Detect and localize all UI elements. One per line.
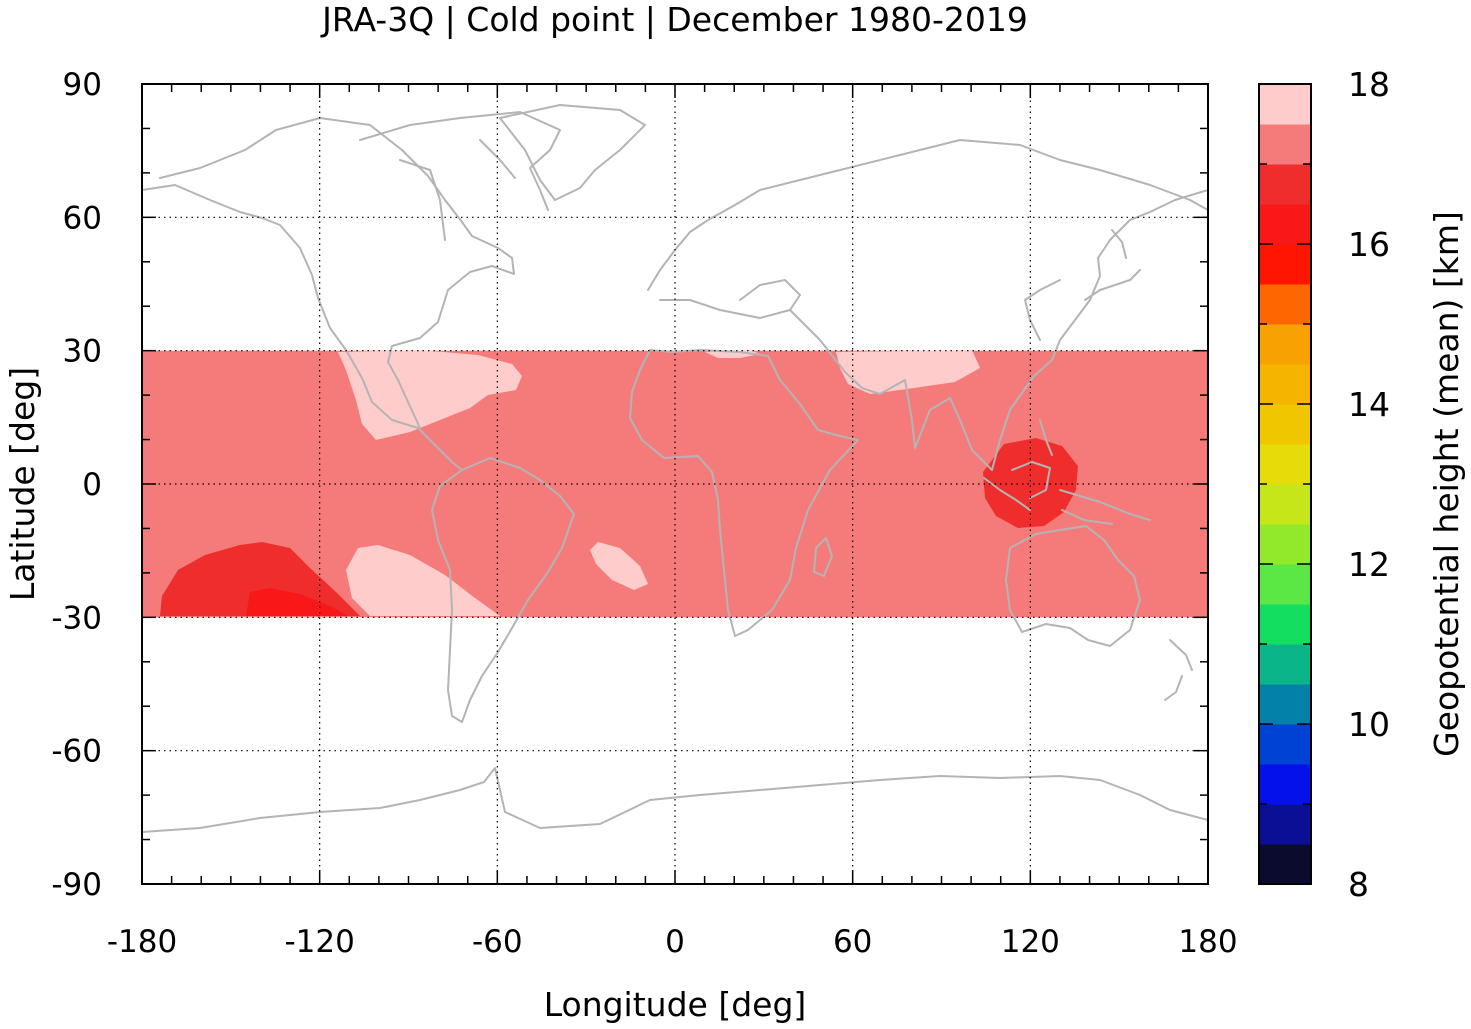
y-tick-labels: 90 60 30 0 -30 -60 -90: [51, 67, 102, 903]
coast-asia: [789, 189, 1208, 471]
x-tick-label: -60: [472, 924, 523, 960]
coast-north-america: [142, 117, 515, 471]
y-tick-label: 90: [63, 67, 102, 103]
region-south-atlantic: [590, 542, 648, 590]
colorbar-swatch: [1259, 604, 1311, 645]
colorbar-swatch: [1259, 324, 1311, 365]
region-south-pacific-east: [346, 545, 500, 616]
gridlines: [142, 84, 1208, 884]
y-tick-label: -60: [51, 734, 102, 770]
x-tick-label: 120: [1001, 924, 1060, 960]
axis-ticks: [141, 83, 1209, 885]
colorbar-swatch: [1259, 364, 1311, 405]
x-tick-label: 60: [833, 924, 872, 960]
coast-new-zealand: [1164, 639, 1193, 701]
region-south-pacific-west-core: [246, 588, 348, 616]
chart-title: JRA-3Q | Cold point | December 1980-2019: [320, 0, 1028, 39]
x-tick-label: 0: [665, 924, 685, 960]
coast-madagascar: [813, 537, 833, 577]
colorbar-swatch: [1259, 244, 1311, 285]
colorbar-tick-label: 14: [1348, 385, 1390, 424]
colorbar-swatch: [1259, 444, 1311, 485]
colorbar-swatch: [1259, 524, 1311, 565]
colorbar-swatch: [1259, 484, 1311, 525]
colorbar-swatch: [1259, 564, 1311, 605]
x-tick-label: 180: [1178, 924, 1237, 960]
y-tick-label: -90: [51, 867, 102, 903]
coast-australia: [1005, 525, 1141, 647]
colorbar-swatch: [1259, 684, 1311, 725]
colorbar-tick-label: 8: [1348, 865, 1369, 904]
y-tick-label: 60: [63, 200, 102, 236]
colorbar-swatch: [1259, 844, 1311, 885]
colorbar-swatch: [1259, 284, 1311, 325]
x-tick-label: -180: [107, 924, 177, 960]
colorbar-ticks: [1259, 83, 1311, 885]
region-south-pacific-west: [160, 542, 360, 616]
colorbar-swatch: [1259, 804, 1311, 845]
coast-south-america: [431, 457, 575, 723]
colorbar-swatch: [1259, 204, 1311, 245]
colorbar-swatch: [1259, 764, 1311, 805]
coast-maritime-islands: [983, 419, 1151, 525]
colorbar-tick-label: 12: [1348, 545, 1390, 584]
coast-africa: [629, 349, 859, 637]
colorbar-swatch: [1259, 84, 1311, 125]
region-maritime-continent: [983, 438, 1078, 528]
coastlines: [142, 104, 1208, 833]
colorbar: [1259, 84, 1311, 885]
colorbar-swatch: [1259, 404, 1311, 445]
colorbar-swatch: [1259, 164, 1311, 205]
x-axis-label: Longitude [deg]: [544, 985, 807, 1024]
region-central-america-caribbean: [338, 350, 522, 440]
region-southern-asia: [836, 350, 980, 394]
colorbar-swatch: [1259, 644, 1311, 685]
contour-regions: [160, 350, 1078, 616]
x-tick-labels: -180 -120 -60 0 60 120 180: [107, 924, 1238, 960]
plot-area: [142, 104, 1208, 833]
coast-arctic-islands: [359, 111, 561, 241]
colorbar-label: Geopotential height (mean) [km]: [1427, 211, 1466, 757]
coast-greenland: [499, 104, 646, 201]
y-tick-label: 0: [82, 467, 102, 503]
colorbar-tick-labels: 18 16 14 12 10 8: [1348, 65, 1390, 904]
coast-japan: [1084, 229, 1141, 301]
colorbar-swatch: [1259, 124, 1311, 165]
colorbar-tick-label: 16: [1348, 225, 1390, 264]
y-tick-label: -30: [51, 600, 102, 636]
x-tick-label: -120: [284, 924, 354, 960]
y-tick-label: 30: [63, 334, 102, 370]
colorbar-tick-label: 18: [1348, 65, 1390, 104]
y-axis-label: Latitude [deg]: [3, 367, 42, 601]
coast-antarctica: [142, 767, 1208, 833]
colorbar-swatch: [1259, 724, 1311, 765]
coast-europe: [647, 139, 1208, 319]
colorbar-tick-label: 10: [1348, 705, 1390, 744]
